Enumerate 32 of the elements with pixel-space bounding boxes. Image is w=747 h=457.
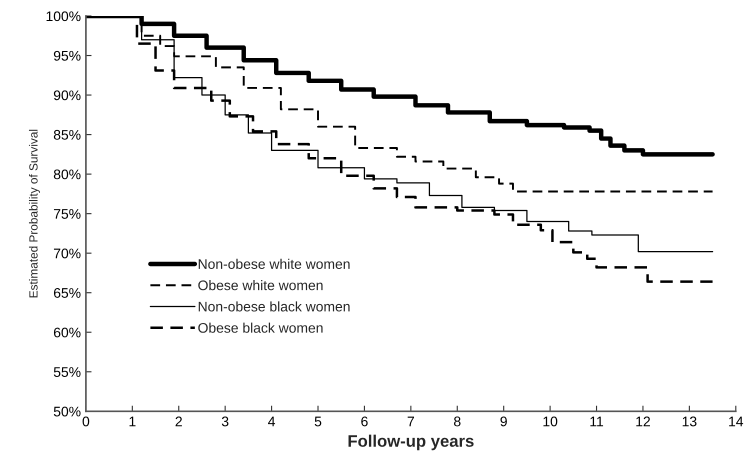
x-tick-label: 9 bbox=[500, 416, 507, 426]
x-tick-label: 14 bbox=[729, 416, 744, 426]
y-tick-label: 75% bbox=[54, 209, 81, 219]
legend-label: Non-obese white women bbox=[198, 258, 350, 269]
y-tick-label: 55% bbox=[54, 367, 81, 377]
y-tick-label: 95% bbox=[54, 50, 81, 61]
y-tick-label: 60% bbox=[54, 328, 81, 338]
x-tick-label: 2 bbox=[176, 416, 182, 426]
x-tick-label: 1 bbox=[130, 416, 136, 426]
x-tick-label: 7 bbox=[408, 416, 414, 426]
y-tick-label: 50% bbox=[54, 406, 81, 416]
y-axis-title: Estimated Probability of Survival bbox=[28, 130, 40, 298]
x-tick-label: 13 bbox=[682, 416, 696, 426]
y-tick-label: 100% bbox=[46, 11, 81, 22]
x-tick-label: 10 bbox=[543, 416, 558, 426]
x-axis-title: Follow-up years bbox=[348, 434, 474, 450]
y-tick-label: 70% bbox=[54, 248, 81, 258]
legend-label: Obese black women bbox=[198, 322, 323, 333]
legend-label: Non-obese black women bbox=[198, 301, 350, 312]
x-tick-label: 8 bbox=[454, 416, 461, 426]
x-tick-label: 6 bbox=[361, 416, 368, 426]
y-tick-label: 90% bbox=[54, 90, 81, 100]
y-tick-label: 65% bbox=[54, 288, 81, 298]
legend-label: Obese white women bbox=[198, 280, 323, 290]
x-tick-label: 5 bbox=[314, 416, 322, 426]
x-tick-label: 3 bbox=[222, 416, 228, 426]
x-tick-label: 11 bbox=[590, 416, 604, 426]
x-tick-label: 12 bbox=[636, 416, 650, 426]
y-tick-label: 85% bbox=[54, 130, 81, 140]
x-tick-label: 0 bbox=[82, 416, 90, 426]
x-tick-label: 4 bbox=[268, 416, 276, 426]
y-tick-label: 80% bbox=[54, 169, 81, 180]
